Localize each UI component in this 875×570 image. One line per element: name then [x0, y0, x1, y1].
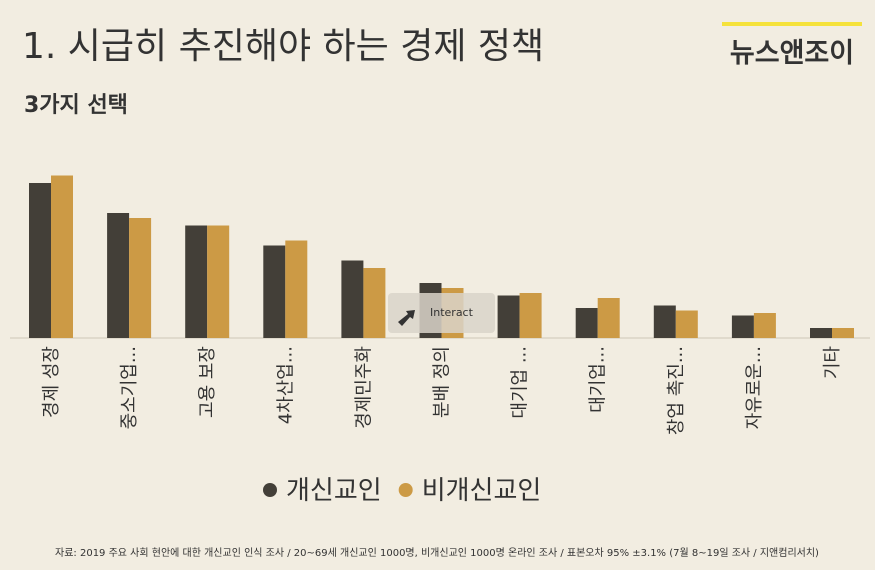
bar: [597, 298, 620, 338]
bar: [363, 268, 386, 338]
bar: [341, 260, 364, 338]
bar: [575, 308, 598, 338]
legend-swatch: [398, 483, 413, 497]
bar: [285, 240, 308, 338]
x-tick-label: 중소기업...: [119, 346, 140, 429]
bar: [810, 328, 832, 338]
x-tick-label: 4차산업...: [275, 346, 296, 424]
bar: [497, 295, 520, 338]
bar: [731, 315, 754, 338]
bar: [29, 183, 51, 338]
source: 자료: 2019 주요 사회 현안에 대한 개신교인 인식 조사 / 20~69…: [55, 547, 819, 559]
x-tick-label: 창업 촉진...: [666, 346, 687, 435]
bar: [107, 213, 130, 338]
interact-button[interactable]: Interact: [388, 293, 495, 333]
bar: [263, 245, 286, 338]
bar: [653, 305, 676, 338]
chart-title: 1. 시급히 추진해야 하는 경제 정책: [22, 26, 544, 67]
bar: [129, 218, 152, 338]
logo: 뉴스앤조이: [730, 38, 854, 69]
x-tick-label: 분배 정의: [432, 346, 453, 418]
x-tick-label: 기타: [822, 346, 843, 380]
x-tick-label: 고용 보장: [197, 346, 218, 418]
bar: [675, 310, 698, 338]
bar: [207, 225, 230, 338]
legend-label: 개신교인: [286, 476, 382, 506]
bar: [185, 225, 208, 338]
bar: [753, 313, 776, 338]
interact-label[interactable]: Interact: [430, 306, 474, 319]
x-tick-label: 대기업 ...: [510, 346, 531, 419]
legend-swatch: [263, 483, 277, 497]
bar: [51, 175, 73, 338]
bar: [832, 328, 854, 338]
chart-subtitle: 3가지 선택: [24, 93, 128, 118]
x-tick-label: 자유로운...: [744, 346, 765, 429]
bar: [519, 293, 542, 338]
x-tick-label: 경제 성장: [41, 346, 62, 418]
x-tick-label: 대기업...: [588, 346, 609, 413]
x-tick-label: 경제민주화: [353, 346, 374, 429]
interact-bg[interactable]: [388, 293, 495, 333]
interact-icon: [398, 310, 415, 326]
legend-label: 비개신교인: [422, 476, 542, 506]
